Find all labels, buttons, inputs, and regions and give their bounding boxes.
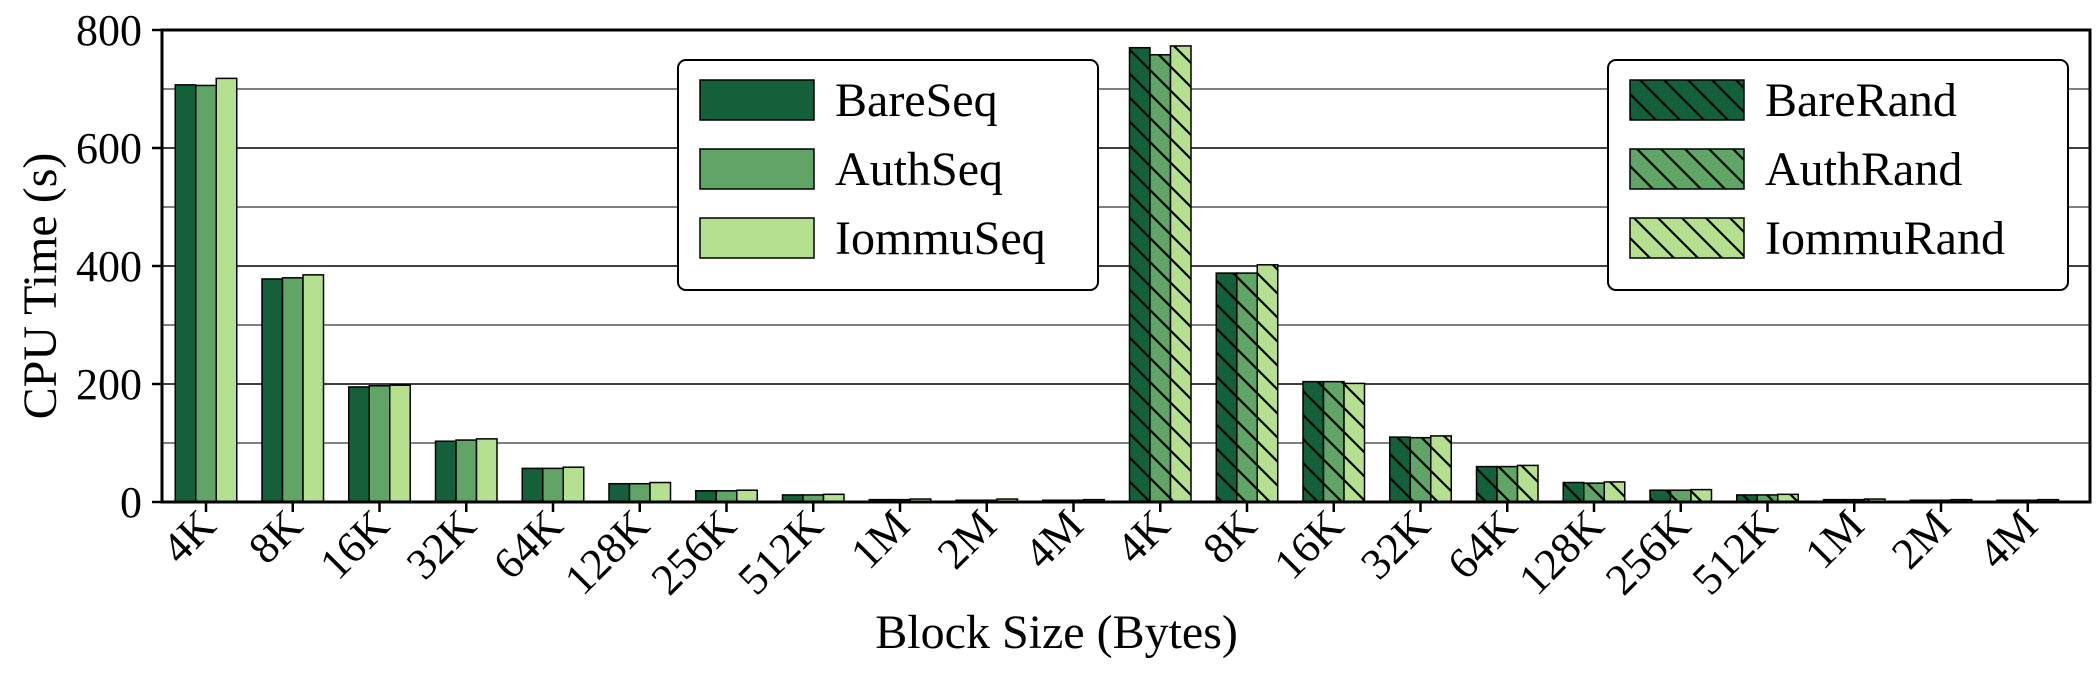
bar-hatch: [1670, 490, 1691, 502]
x-tick-label: 256K: [1596, 500, 1700, 604]
bar: [715, 490, 738, 503]
legend-label: AuthSeq: [835, 143, 1003, 196]
bar-hatch: [1476, 466, 1497, 502]
bar-hatch: [1517, 465, 1538, 502]
legend-label: BareSeq: [835, 74, 998, 127]
bar: [475, 438, 498, 503]
bar-hatch: [1430, 435, 1452, 502]
bar: [434, 440, 457, 503]
bar: [628, 482, 651, 503]
bar: [281, 277, 304, 503]
x-tick-label: 8K: [1193, 500, 1266, 573]
bar: [174, 84, 197, 503]
x-tick-label: 1M: [1795, 500, 1873, 578]
bar-hatch: [1650, 490, 1671, 502]
bar-hatch: [1216, 273, 1237, 502]
y-tick-label: 600: [76, 124, 142, 173]
bar-hatch: [1323, 381, 1344, 502]
bar-hatch: [1129, 47, 1150, 502]
x-tick-label: 32K: [1351, 500, 1439, 588]
legend-swatch: [699, 148, 815, 190]
bar-hatch: [1736, 494, 1758, 502]
x-tick-label: 16K: [310, 500, 398, 588]
x-tick-label: 4M: [1015, 500, 1093, 578]
bar: [542, 467, 564, 503]
legend-label: AuthRand: [1765, 143, 1962, 196]
legend: BareSeq AuthSeq IommuSeq: [677, 59, 1099, 291]
x-tick-label: 4K: [152, 500, 225, 573]
bar: [736, 489, 758, 503]
bar: [389, 384, 411, 503]
x-tick-label: 64K: [1438, 500, 1526, 588]
y-tick-label: 200: [76, 360, 142, 409]
bar-hatch: [1344, 383, 1365, 502]
bar-hatch: [1583, 483, 1605, 502]
x-tick-label: 32K: [397, 500, 485, 588]
x-tick-label: 128K: [1509, 500, 1613, 604]
bar-hatch: [1757, 494, 1778, 502]
legend-swatch-hatch: [1630, 80, 1744, 120]
x-axis-label: Block Size (Bytes): [875, 606, 1238, 659]
x-tick-label: 1M: [841, 500, 919, 578]
bar-hatch: [1777, 494, 1799, 502]
legend: BareRand AuthRand IommuRand: [1607, 59, 2069, 291]
bar: [302, 274, 325, 503]
legends: BareSeq AuthSeq IommuSeq BareRand AuthRand Io…: [677, 59, 2069, 291]
x-tick-label: 512K: [729, 500, 833, 604]
x-tick-label: 512K: [1683, 500, 1787, 604]
bar-hatch: [1410, 437, 1431, 502]
bar-hatch: [1497, 466, 1518, 502]
x-tick-label: 8K: [239, 500, 312, 573]
x-tick-label: 64K: [484, 500, 572, 588]
x-tick-label: 4M: [1969, 500, 2047, 578]
y-tick-label: 800: [76, 6, 142, 55]
bar-hatch: [1257, 264, 1278, 502]
bar: [195, 84, 217, 503]
legend-swatch: [699, 79, 815, 121]
x-tick-label: 2M: [928, 500, 1006, 578]
bar: [261, 278, 284, 503]
bar-hatch: [1389, 437, 1411, 502]
bar-hatch: [1604, 481, 1625, 502]
y-tick-label: 0: [120, 478, 142, 527]
x-tick-label: 4K: [1107, 500, 1180, 573]
x-tick-label: 256K: [642, 500, 746, 604]
bar-hatch: [1170, 45, 1191, 503]
bar: [215, 77, 238, 503]
bar: [521, 467, 544, 503]
bar: [649, 481, 672, 503]
bar-hatch: [1691, 489, 1712, 502]
bars: [174, 45, 2060, 503]
bar: [695, 490, 717, 503]
y-tick-label: 400: [76, 242, 142, 291]
legend-label: IommuRand: [1765, 212, 2005, 265]
legend-swatch-hatch: [1630, 149, 1744, 189]
legend-swatch: [699, 217, 815, 259]
x-tick-label: 16K: [1265, 500, 1353, 588]
bar: [455, 439, 478, 503]
legend-swatch-hatch: [1630, 218, 1744, 258]
legend-label: BareRand: [1765, 74, 1957, 127]
bar: [368, 385, 391, 503]
bar-hatch: [1150, 54, 1171, 502]
bar-hatch: [1563, 482, 1584, 502]
bar: [348, 386, 370, 503]
bar: [562, 466, 585, 503]
y-axis-label: CPU Time (s): [14, 153, 67, 420]
bar-hatch: [1303, 381, 1324, 502]
x-tick-label: 2M: [1882, 500, 1960, 578]
bar-hatch: [1236, 273, 1258, 502]
x-tick-label: 128K: [555, 500, 659, 604]
bar: [608, 482, 631, 503]
legend-label: IommuSeq: [835, 212, 1046, 265]
